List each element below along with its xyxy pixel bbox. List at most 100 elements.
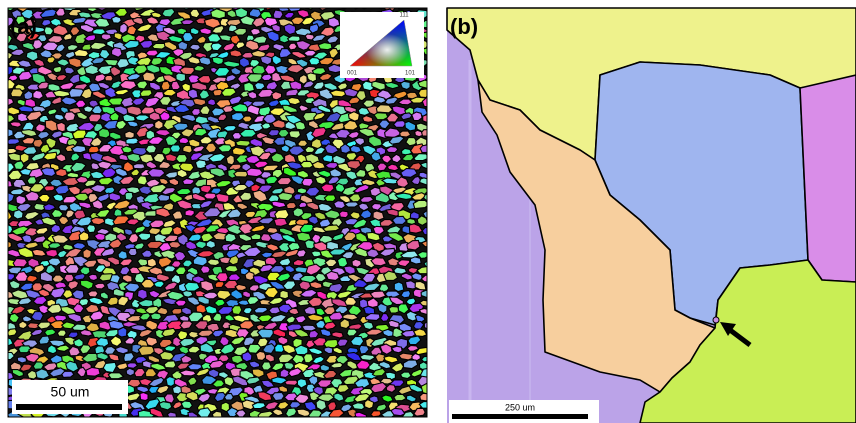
grain xyxy=(242,116,252,122)
grain xyxy=(262,362,272,370)
grain xyxy=(188,89,198,99)
page: (a) 111 001 101 50 um (b) xyxy=(0,0,856,423)
grain xyxy=(140,90,152,97)
grain xyxy=(86,367,100,376)
grain xyxy=(208,99,216,106)
grain xyxy=(44,186,55,191)
grain xyxy=(74,49,89,56)
grain xyxy=(420,144,437,153)
panel-b: (b) 250 um xyxy=(447,8,856,423)
grain xyxy=(401,81,411,89)
grain xyxy=(13,258,27,266)
grain xyxy=(374,113,388,120)
grain xyxy=(45,250,57,258)
grain xyxy=(288,97,301,104)
scale-bar-line xyxy=(452,414,588,419)
grain xyxy=(176,155,188,163)
grain xyxy=(216,194,229,203)
grain xyxy=(170,145,181,152)
grain xyxy=(193,98,206,105)
grain xyxy=(265,257,277,265)
grain xyxy=(14,161,24,170)
panel-a: (a) 111 001 101 50 um xyxy=(0,0,439,420)
grain xyxy=(370,291,385,298)
grain xyxy=(289,131,301,139)
grain xyxy=(155,120,163,129)
grain xyxy=(284,362,294,369)
grain xyxy=(143,72,156,82)
grain xyxy=(194,0,207,9)
grain xyxy=(11,89,24,97)
grain xyxy=(371,411,381,417)
grain xyxy=(232,147,245,155)
grain xyxy=(288,43,297,50)
grain xyxy=(334,201,346,209)
grain xyxy=(176,73,186,82)
grain xyxy=(256,351,266,360)
grain xyxy=(261,74,272,81)
grain xyxy=(120,23,128,33)
grain xyxy=(128,248,137,255)
grain xyxy=(242,352,252,362)
grain xyxy=(55,114,65,120)
grain xyxy=(422,130,432,137)
scale-bar: 250 um xyxy=(449,400,599,423)
grain xyxy=(183,179,194,185)
grain xyxy=(171,2,181,9)
grain xyxy=(236,140,251,146)
grain xyxy=(192,187,201,194)
ipf-key: 111 001 101 xyxy=(340,12,424,78)
grain xyxy=(126,368,134,376)
grain xyxy=(324,340,339,348)
grain xyxy=(412,112,422,121)
grain xyxy=(181,401,192,409)
grain xyxy=(255,82,265,89)
grain xyxy=(400,372,411,379)
grain xyxy=(278,192,293,200)
grain xyxy=(424,260,438,267)
grain xyxy=(249,9,261,18)
grain xyxy=(188,331,198,338)
grain xyxy=(352,259,361,267)
grain xyxy=(274,218,288,226)
grain xyxy=(19,321,27,328)
grain xyxy=(300,161,313,168)
grain xyxy=(183,145,192,153)
grain xyxy=(419,402,431,409)
grain xyxy=(64,112,76,121)
grain xyxy=(345,202,359,207)
grain xyxy=(168,412,177,419)
grain xyxy=(198,408,211,417)
ipf-label: 001 xyxy=(347,71,358,77)
grain xyxy=(62,371,74,377)
grain xyxy=(112,16,122,23)
grain xyxy=(185,282,200,291)
grain xyxy=(339,211,348,218)
grain xyxy=(88,274,97,280)
scale-bar-line xyxy=(16,404,122,410)
grain xyxy=(10,122,22,128)
small-grain xyxy=(713,317,719,323)
scale-bar: 50 um xyxy=(12,380,128,414)
grain xyxy=(426,337,436,345)
grain xyxy=(250,28,260,35)
grain xyxy=(125,131,135,138)
grain xyxy=(305,146,315,152)
grain xyxy=(57,330,66,336)
grain xyxy=(3,0,15,11)
grain xyxy=(386,384,396,392)
grain xyxy=(200,266,210,274)
panel-label: (a) xyxy=(10,14,37,39)
grain xyxy=(125,192,133,200)
grain xyxy=(286,203,296,209)
grain xyxy=(324,195,335,201)
grain xyxy=(273,10,283,19)
grain xyxy=(161,81,170,90)
grain xyxy=(326,271,339,280)
grain xyxy=(140,393,148,401)
grain xyxy=(190,9,200,17)
grain xyxy=(53,66,62,73)
grain-magenta xyxy=(800,75,856,282)
grain xyxy=(74,0,86,8)
grain xyxy=(258,411,273,419)
